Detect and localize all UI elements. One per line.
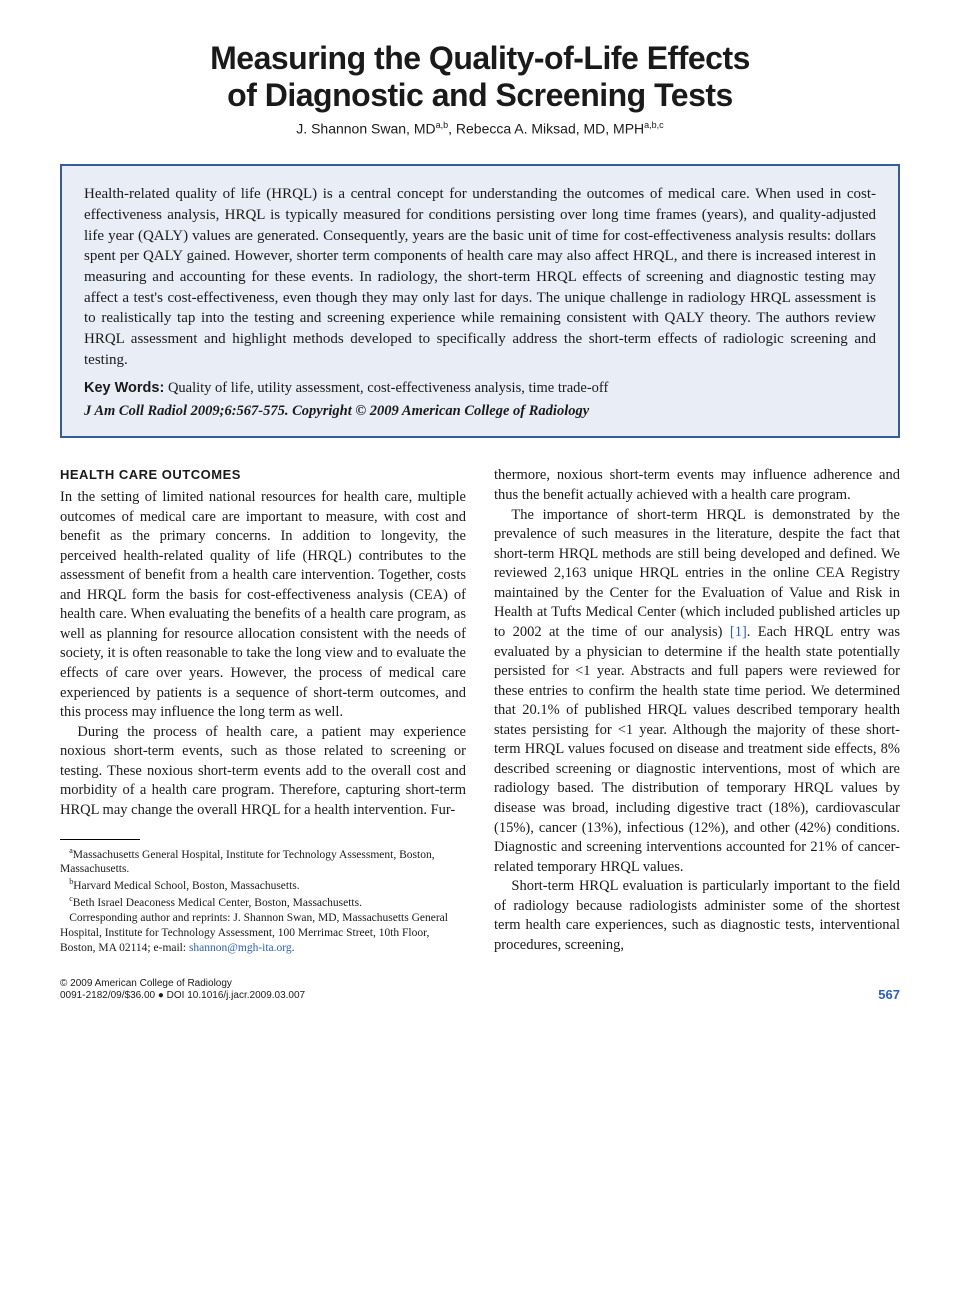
affiliation-c: cBeth Israel Deaconess Medical Center, B… xyxy=(60,894,466,911)
col1-para-2: During the process of health care, a pat… xyxy=(60,723,466,821)
col2-para-1: thermore, noxious short-term events may … xyxy=(494,466,900,505)
title-line-1: Measuring the Quality-of-Life Effects xyxy=(210,40,750,76)
author-line: J. Shannon Swan, MDa,b, Rebecca A. Miksa… xyxy=(60,120,900,137)
affil-c-text: Beth Israel Deaconess Medical Center, Bo… xyxy=(73,897,362,909)
col2-para-3: Short-term HRQL evaluation is particular… xyxy=(494,877,900,955)
corresponding-author: Corresponding author and reprints: J. Sh… xyxy=(60,911,466,956)
affil-a-text: Massachusetts General Hospital, Institut… xyxy=(60,848,435,875)
author-1: J. Shannon Swan, MD xyxy=(296,120,435,136)
abstract-text: Health-related quality of life (HRQL) is… xyxy=(84,184,876,370)
affiliation-rule xyxy=(60,839,140,840)
affil-b-text: Harvard Medical School, Boston, Massachu… xyxy=(73,880,299,892)
keywords-label: Key Words: xyxy=(84,380,164,396)
footer-copyright: © 2009 American College of Radiology xyxy=(60,978,305,990)
keywords-line: Key Words: Quality of life, utility asse… xyxy=(84,380,876,397)
col2-p2-text-b: . Each HRQL entry was evaluated by a phy… xyxy=(494,624,900,875)
ref-link-1[interactable]: [1] xyxy=(730,624,747,640)
author-1-affil-sup: a,b xyxy=(436,120,449,130)
abstract-box: Health-related quality of life (HRQL) is… xyxy=(60,164,900,438)
title-line-2: of Diagnostic and Screening Tests xyxy=(227,77,733,113)
footer-issn-doi: 0091-2182/09/$36.00 ● DOI 10.1016/j.jacr… xyxy=(60,990,305,1002)
col2-para-2: The importance of short-term HRQL is dem… xyxy=(494,506,900,878)
col2-p2-text-a: The importance of short-term HRQL is dem… xyxy=(494,507,900,640)
column-right: thermore, noxious short-term events may … xyxy=(494,466,900,955)
column-left: HEALTH CARE OUTCOMES In the setting of l… xyxy=(60,466,466,955)
section-heading-health-care-outcomes: HEALTH CARE OUTCOMES xyxy=(60,466,466,484)
body-columns: HEALTH CARE OUTCOMES In the setting of l… xyxy=(60,466,900,955)
author-2-affil-sup: a,b,c xyxy=(644,120,664,130)
page-footer: © 2009 American College of Radiology 009… xyxy=(60,978,900,1002)
journal-citation: J Am Coll Radiol 2009;6:567-575. Copyrig… xyxy=(84,403,876,420)
corresponding-email-link[interactable]: shannon@mgh-ita.org xyxy=(189,942,292,954)
footer-left: © 2009 American College of Radiology 009… xyxy=(60,978,305,1002)
author-2: Rebecca A. Miksad, MD, MPH xyxy=(456,120,644,136)
article-title: Measuring the Quality-of-Life Effects of… xyxy=(60,40,900,114)
keywords-values: Quality of life, utility assessment, cos… xyxy=(164,380,608,396)
affiliation-b: bHarvard Medical School, Boston, Massach… xyxy=(60,877,466,894)
page-number: 567 xyxy=(878,987,900,1002)
affiliation-a: aMassachusetts General Hospital, Institu… xyxy=(60,846,466,878)
col1-para-1: In the setting of limited national resou… xyxy=(60,488,466,723)
